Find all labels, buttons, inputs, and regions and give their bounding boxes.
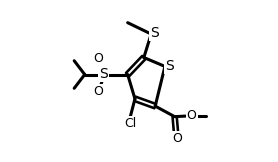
Text: O: O	[94, 85, 103, 98]
Text: S: S	[99, 67, 108, 81]
Text: O: O	[187, 109, 197, 122]
Text: S: S	[150, 26, 159, 40]
Text: Cl: Cl	[124, 117, 136, 130]
Text: S: S	[165, 59, 174, 73]
Text: O: O	[94, 52, 103, 65]
Text: O: O	[172, 132, 182, 145]
